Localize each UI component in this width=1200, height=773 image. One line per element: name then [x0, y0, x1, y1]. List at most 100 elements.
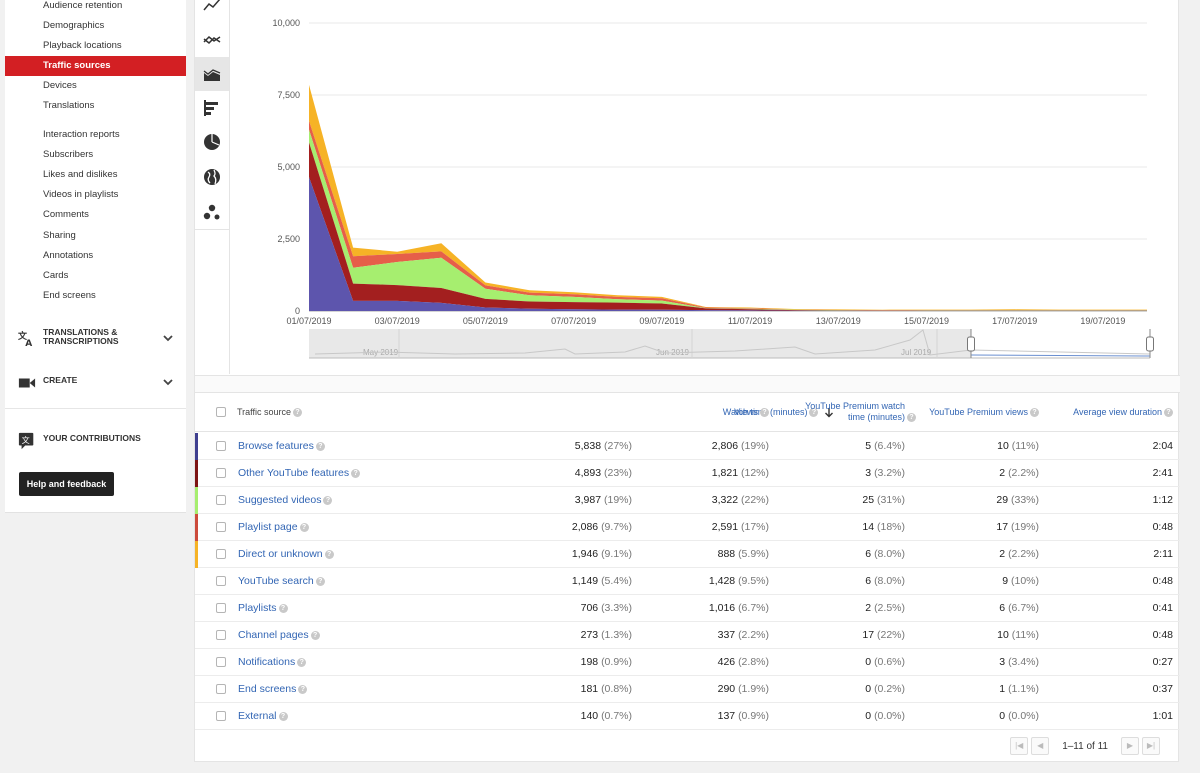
traffic-source-link[interactable]: Suggested videos?	[238, 487, 333, 514]
help-icon[interactable]: ?	[351, 468, 361, 478]
sidebar-item-playback-locations[interactable]: Playback locations	[43, 40, 122, 51]
help-icon[interactable]: ?	[323, 495, 333, 505]
table-row[interactable]: Playlists? 706 (3.3%) 1,016 (6.7%) 2 (2.5%)…	[195, 595, 1180, 622]
chevron-down-icon[interactable]	[162, 332, 174, 344]
help-icon[interactable]: ?	[315, 441, 325, 451]
traffic-source-link[interactable]: YouTube search?	[238, 568, 325, 595]
multi-line-chart-button[interactable]	[195, 23, 229, 57]
table-row[interactable]: External? 140 (0.7%) 137 (0.9%) 0 (0.0%) 0 (…	[195, 703, 1180, 730]
help-icon[interactable]: ?	[1030, 408, 1039, 418]
traffic-source-name[interactable]: Browse features	[238, 440, 314, 452]
navigator-handle[interactable]	[1146, 336, 1154, 352]
sidebar-item-videos-in-playlists[interactable]: Videos in playlists	[43, 189, 119, 200]
help-icon[interactable]: ?	[299, 522, 309, 532]
sidebar-item-devices[interactable]: Devices	[43, 80, 77, 91]
row-checkbox[interactable]	[216, 495, 226, 505]
sidebar-item-cards[interactable]: Cards	[43, 270, 69, 281]
pie-chart-button[interactable]	[195, 125, 229, 159]
header-premium-watch-time[interactable]: YouTube Premium watch time (minutes)?	[805, 401, 916, 423]
traffic-source-name[interactable]: Playlists	[238, 602, 277, 614]
sidebar-item-interaction-reports[interactable]: Interaction reports	[43, 129, 120, 140]
sidebar-item-comments[interactable]: Comments	[43, 209, 89, 220]
traffic-source-name[interactable]: Channel pages	[238, 629, 309, 641]
help-icon[interactable]: ?	[907, 413, 916, 423]
traffic-source-name[interactable]: Notifications	[238, 656, 296, 668]
traffic-source-link[interactable]: Channel pages?	[238, 622, 320, 649]
help-icon[interactable]: ?	[809, 408, 819, 418]
help-icon[interactable]: ?	[310, 630, 320, 640]
traffic-source-name[interactable]: External	[238, 710, 277, 722]
create-section[interactable]: CREATE	[5, 371, 186, 395]
help-icon[interactable]: ?	[1164, 408, 1173, 418]
sidebar-item-subscribers[interactable]: Subscribers	[43, 149, 94, 160]
table-row[interactable]: Notifications? 198 (0.9%) 426 (2.8%) 0 (0.6…	[195, 649, 1180, 676]
translations-section[interactable]: 文 A TRANSLATIONS & TRANSCRIPTIONS	[5, 327, 186, 351]
help-icon[interactable]: ?	[760, 408, 769, 418]
table-row[interactable]: Suggested videos? 3,987 (19%) 3,322 (22%) 2…	[195, 487, 1180, 514]
row-checkbox[interactable]	[216, 711, 226, 721]
help-icon[interactable]: ?	[278, 603, 288, 613]
row-checkbox[interactable]	[216, 630, 226, 640]
contributions-section[interactable]: 文 YOUR CONTRIBUTIONS	[5, 429, 186, 453]
sidebar-item-annotations[interactable]: Annotations	[43, 250, 94, 261]
help-icon[interactable]: ?	[293, 408, 303, 418]
row-checkbox[interactable]	[216, 684, 226, 694]
sidebar-item-demographics[interactable]: Demographics	[43, 20, 105, 31]
header-premium-views[interactable]: YouTube Premium views?	[929, 407, 1039, 418]
traffic-source-name[interactable]: Playlist page	[238, 521, 298, 533]
traffic-source-name[interactable]: Suggested videos	[238, 494, 322, 506]
table-row[interactable]: Channel pages? 273 (1.3%) 337 (2.2%) 17 (22…	[195, 622, 1180, 649]
traffic-source-link[interactable]: Playlist page?	[238, 514, 309, 541]
first-page-button[interactable]: |◀	[1010, 737, 1029, 755]
sidebar-item-audience-retention[interactable]: Audience retention	[43, 0, 123, 11]
navigator-handle[interactable]	[967, 336, 975, 352]
table-row[interactable]: Playlist page? 2,086 (9.7%) 2,591 (17%) 14 …	[195, 514, 1180, 541]
help-icon[interactable]: ?	[298, 684, 308, 694]
traffic-source-name[interactable]: Other YouTube features	[238, 467, 350, 479]
traffic-source-link[interactable]: Direct or unknown?	[238, 541, 334, 568]
help-icon[interactable]: ?	[315, 576, 325, 586]
next-page-button[interactable]: ▶	[1121, 737, 1139, 755]
traffic-source-link[interactable]: Playlists?	[238, 595, 288, 622]
table-row[interactable]: Browse features? 5,838 (27%) 2,806 (19%) 5 …	[195, 433, 1180, 460]
bar-chart-button[interactable]	[195, 91, 229, 125]
map-button[interactable]	[195, 160, 229, 194]
row-checkbox[interactable]	[216, 441, 226, 451]
help-icon[interactable]: ?	[297, 657, 307, 667]
traffic-source-name[interactable]: End screens	[238, 683, 297, 695]
sidebar-item-likes-and-dislikes[interactable]: Likes and dislikes	[43, 169, 118, 180]
traffic-source-link[interactable]: End screens?	[238, 676, 308, 703]
help-feedback-button[interactable]: Help and feedback	[19, 472, 114, 496]
stacked-area-chart-button[interactable]	[195, 57, 229, 91]
header-traffic-source[interactable]: Traffic source?	[237, 407, 303, 418]
traffic-source-name[interactable]: YouTube search	[238, 575, 314, 587]
row-checkbox[interactable]	[216, 576, 226, 586]
sort-desc-icon[interactable]	[824, 407, 834, 418]
traffic-source-link[interactable]: Browse features?	[238, 433, 325, 460]
sidebar-item-traffic-sources[interactable]: Traffic sources	[5, 56, 186, 76]
traffic-source-link[interactable]: External?	[238, 703, 288, 730]
row-checkbox[interactable]	[216, 549, 226, 559]
last-page-button[interactable]: ▶|	[1142, 737, 1160, 755]
select-all-checkbox[interactable]	[216, 407, 226, 417]
help-icon[interactable]: ?	[324, 549, 334, 559]
sidebar-item-sharing[interactable]: Sharing	[43, 230, 76, 241]
row-checkbox[interactable]	[216, 468, 226, 478]
traffic-source-link[interactable]: Notifications?	[238, 649, 307, 676]
header-views[interactable]: Views?	[734, 407, 769, 418]
header-average-view-duration[interactable]: Average view duration?	[1073, 407, 1173, 418]
traffic-source-link[interactable]: Other YouTube features?	[238, 460, 361, 487]
bubble-chart-button[interactable]	[195, 195, 229, 229]
row-checkbox[interactable]	[216, 603, 226, 613]
table-row[interactable]: YouTube search? 1,149 (5.4%) 1,428 (9.5%) 6…	[195, 568, 1180, 595]
row-checkbox[interactable]	[216, 657, 226, 667]
sidebar-item-end-screens[interactable]: End screens	[43, 290, 96, 301]
line-chart-button[interactable]	[195, 0, 229, 22]
table-row[interactable]: Direct or unknown? 1,946 (9.1%) 888 (5.9%)…	[195, 541, 1180, 568]
help-icon[interactable]: ?	[278, 711, 288, 721]
traffic-source-name[interactable]: Direct or unknown	[238, 548, 323, 560]
prev-page-button[interactable]: ◀	[1031, 737, 1050, 755]
sidebar-item-translations[interactable]: Translations	[43, 100, 95, 111]
table-row[interactable]: End screens? 181 (0.8%) 290 (1.9%) 0 (0.2%)…	[195, 676, 1180, 703]
row-checkbox[interactable]	[216, 522, 226, 532]
